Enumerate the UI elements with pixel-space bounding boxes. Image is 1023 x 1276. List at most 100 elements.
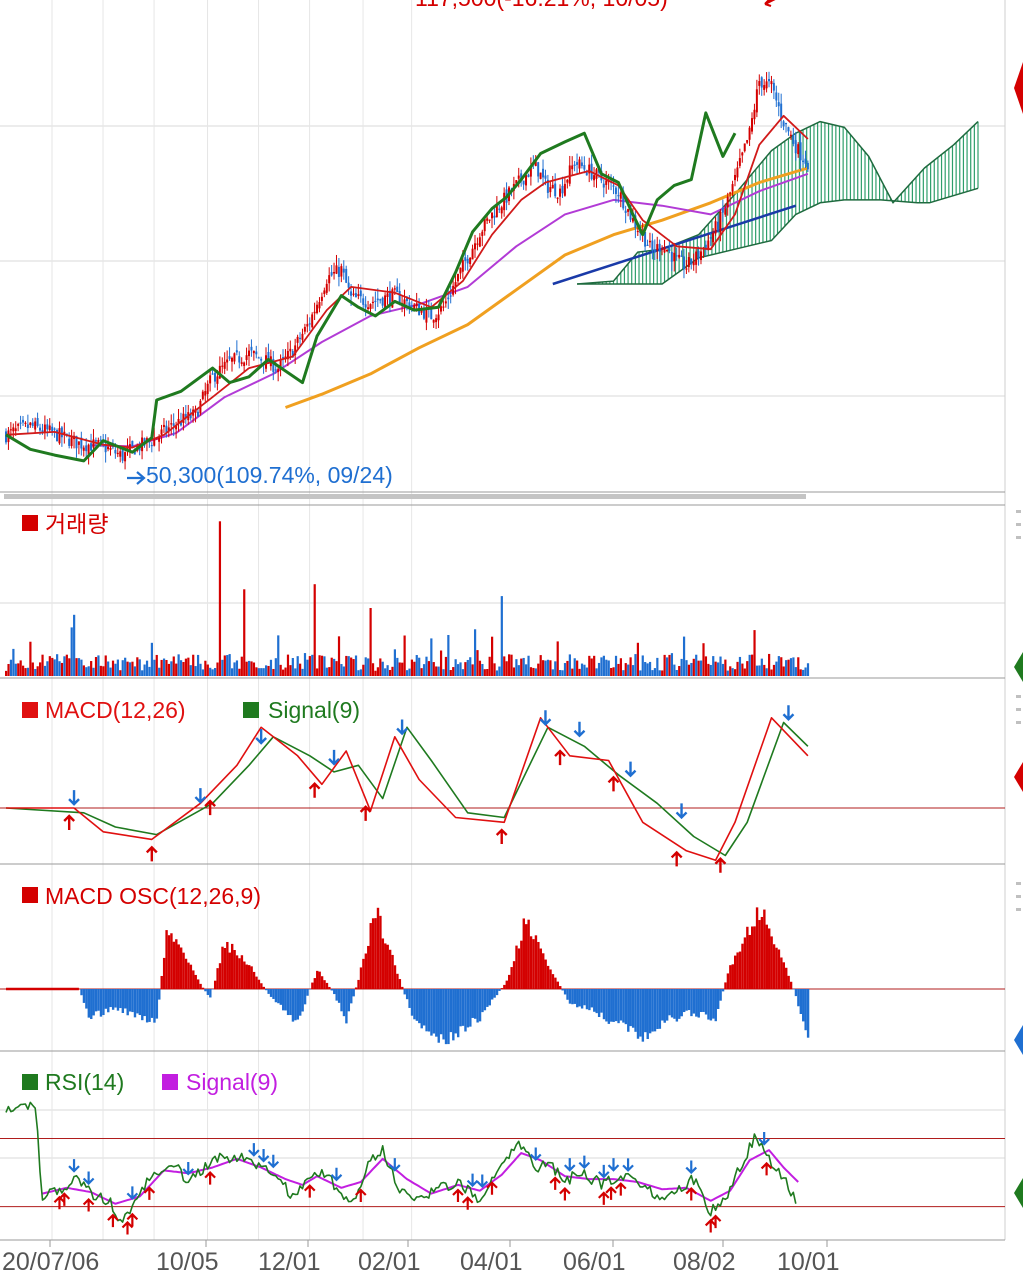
volume-bar [381,661,384,676]
candle-body [379,299,382,301]
osc-bar [223,947,227,989]
candle-body [794,140,797,154]
candle-body [447,297,450,300]
volume-bar [126,661,129,676]
candle-body [352,293,355,295]
osc-bar [763,909,766,989]
osc-bar [597,989,601,1018]
volume-bar [68,658,71,676]
candle-body [211,373,214,375]
candle-body [204,391,207,396]
volume-bar [218,521,222,676]
osc-bar [209,989,212,998]
candle-body [5,431,7,443]
volume-bar [439,650,443,676]
x-tick-label: 06/01 [563,1248,626,1276]
osc-bar [233,950,236,989]
osc-bar [90,989,93,1020]
osc-bar [240,955,244,989]
volume-bar [704,656,708,676]
candle-body [403,299,406,306]
volume-bar [19,660,22,676]
candle-body [777,102,780,107]
osc-bar [473,989,477,1019]
candle-body [561,185,564,194]
candle-body [583,165,586,170]
candle-body [806,162,809,170]
candle-body [150,444,153,447]
osc-bar [204,989,207,992]
osc-bar [716,989,720,1009]
volume-bar [806,663,810,676]
volume-bar [111,660,115,676]
osc-bar [430,989,433,1036]
osc-bar [155,989,159,1019]
osc-bar [765,924,768,989]
volume-bar [376,667,379,676]
osc-bar [797,989,800,1007]
osc-bar [785,967,788,989]
candle-body [614,187,617,194]
osc-bar [469,989,472,1027]
osc-bar [682,989,686,1013]
osc-bar [279,989,282,1005]
volume-bar [641,655,644,676]
osc-bar [561,989,564,991]
volume-bar [554,661,557,676]
volume-bar [257,668,260,676]
rsi-buy-arrow-icon [685,1186,698,1201]
candle-body [70,436,73,447]
candle-body [571,165,574,170]
resize-handle-icon[interactable] [1016,695,1021,724]
candle-body [799,142,802,161]
volume-bar [539,655,542,676]
candle-body [605,180,608,185]
candle-body [695,251,698,265]
resize-handle-icon[interactable] [1016,510,1021,539]
candle-body [738,158,741,166]
candle-body [493,215,496,218]
osc-bar [753,926,756,989]
candle-body [323,290,326,295]
candle-body [36,417,39,426]
osc-bar [789,981,793,989]
rsi-buy-arrow-icon [53,1195,66,1210]
candle-body [559,188,562,197]
candle-body [760,77,763,88]
volume-bar [260,668,263,676]
osc-bar [646,989,649,1040]
volume-bar [320,655,324,676]
osc-bar [644,989,647,1033]
volume-bar [160,659,163,676]
osc-bar [794,989,798,997]
volume-bar [585,667,588,676]
buy-signal-arrow-icon [63,814,76,830]
osc-bar [262,986,265,989]
candle-body [415,303,418,307]
rsi-buy-arrow-icon [303,1184,316,1198]
volume-bar [374,670,377,676]
osc-bar [619,989,623,1021]
candle-body [537,162,540,177]
candle-body [709,237,712,239]
osc-bar [491,989,494,1000]
candle-body [408,302,411,310]
candle-body [444,301,447,304]
macd-legend: MACD(12,26) Signal(9) [22,697,360,723]
resize-handle-icon[interactable] [1016,882,1021,911]
volume-bar [291,658,294,676]
osc-bar [760,916,764,989]
x-tick-label: 10/05 [156,1248,219,1276]
volume-bar [629,657,632,676]
osc-bar [544,959,547,989]
volume-bar [493,663,496,676]
candle-body [313,311,316,314]
osc-bar [85,989,88,1009]
candle-body [488,219,491,221]
osc-bar [265,989,268,991]
candle-body [90,443,93,451]
volume-bar [158,667,161,676]
osc-bar [464,989,467,1032]
candle-body [578,159,581,169]
horizontal-scrollbar[interactable] [4,494,806,499]
